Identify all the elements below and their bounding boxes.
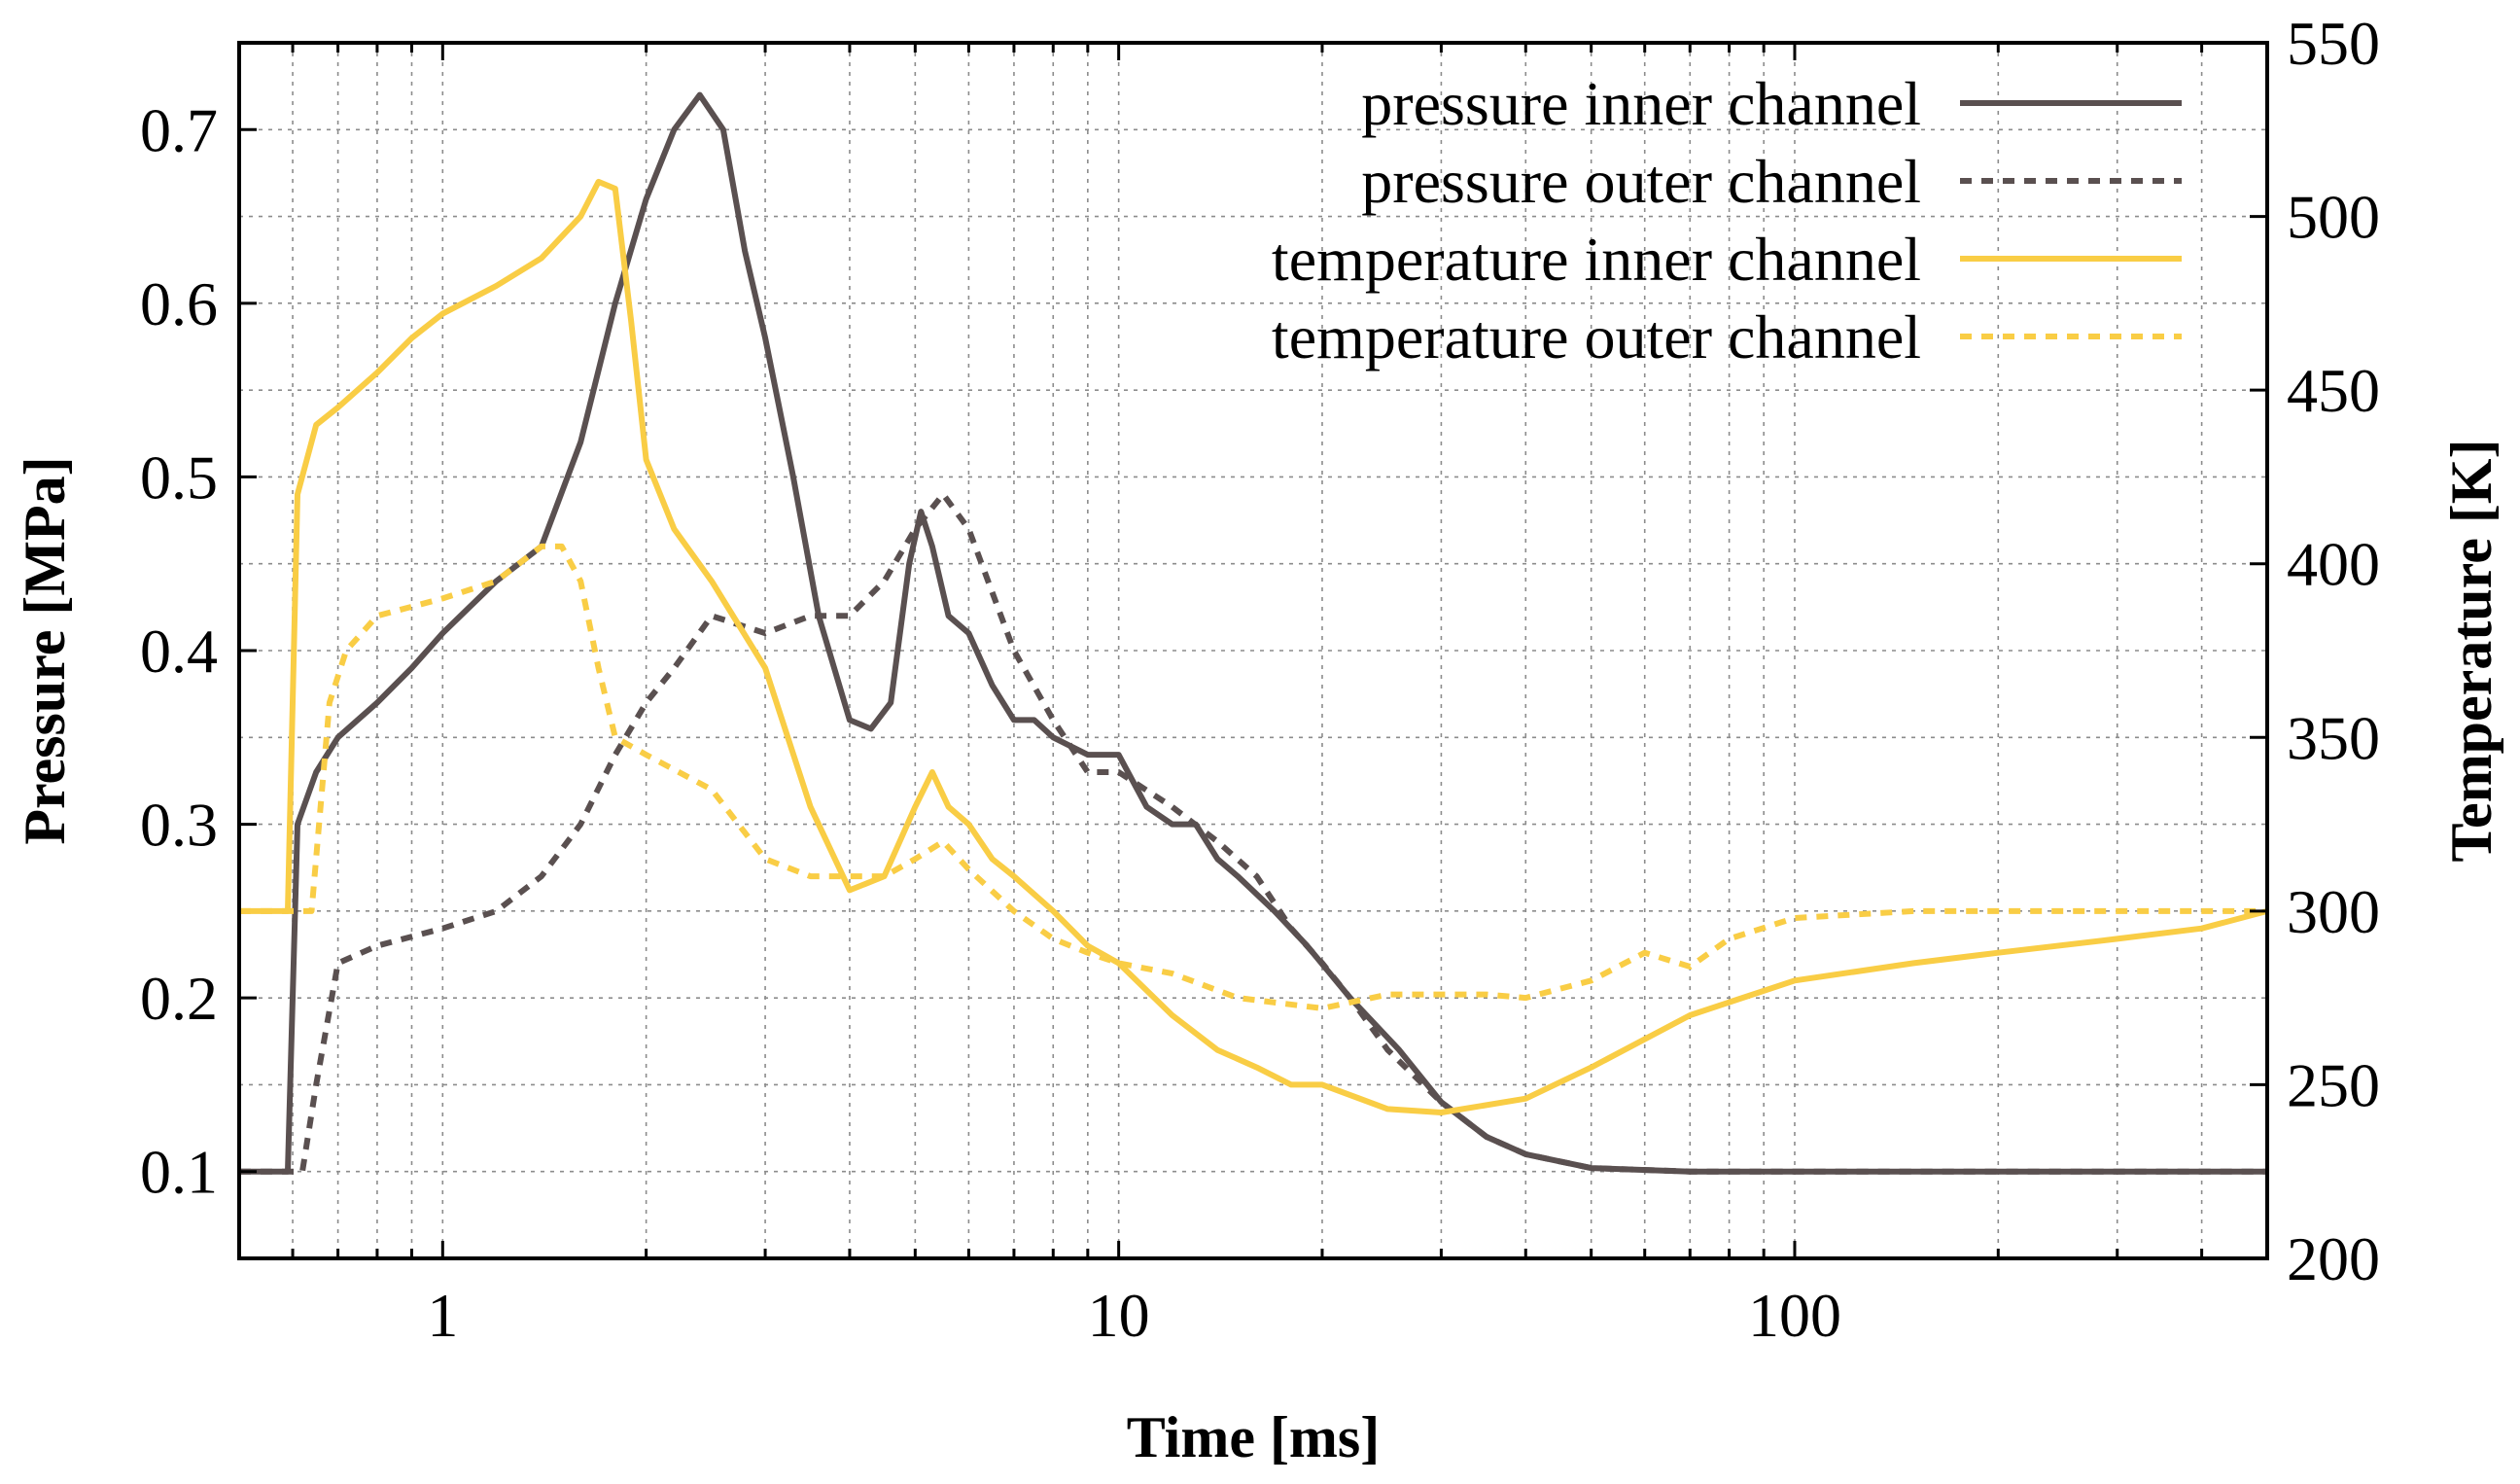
right-y-tick-label: 550 [2287, 9, 2380, 78]
x-axis-title: Time [ms] [1127, 1405, 1381, 1469]
left-y-tick-label: 0.4 [140, 617, 218, 686]
left-y-tick-label: 0.7 [140, 95, 218, 164]
legend-label-temperature-outer: temperature outer channel [1272, 302, 1921, 371]
legend-label-temperature-inner: temperature inner channel [1272, 225, 1921, 294]
series-temperature-outer-line [239, 543, 2267, 1011]
legend-label-pressure-outer: pressure outer channel [1361, 147, 1921, 216]
series-lines [239, 91, 2268, 1175]
right-y-tick-label: 350 [2287, 703, 2380, 772]
right-y-tick-label: 500 [2287, 183, 2380, 252]
axis-ticks [239, 41, 2267, 1260]
right-y-axis-title: Temperature [K] [2439, 440, 2503, 863]
x-tick-label: 100 [1748, 1281, 1841, 1350]
legend-label-pressure-inner: pressure inner channel [1361, 69, 1921, 138]
left-y-tick-label: 0.2 [140, 964, 218, 1033]
grid-lines [239, 43, 2267, 1258]
series-pressure-inner-line [239, 91, 2267, 1175]
right-y-tick-label: 450 [2287, 356, 2380, 425]
right-y-tick-label: 200 [2287, 1224, 2380, 1293]
left-y-tick-label: 0.5 [140, 442, 218, 512]
series-pressure-outer-line [239, 491, 2267, 1175]
left-y-tick-label: 0.3 [140, 791, 218, 860]
right-y-tick-label: 400 [2287, 530, 2380, 599]
left-y-tick-label: 0.1 [140, 1138, 218, 1207]
left-y-axis-title: Pressure [MPa] [13, 456, 77, 844]
series-temperature-inner-line [239, 178, 2268, 1115]
x-tick-label: 1 [427, 1281, 458, 1350]
tick-labels: 1 10 100 0.1 0.2 0.3 0.4 0.5 0.6 0.7 200 250 300 350 4… [140, 9, 2380, 1350]
x-tick-label: 10 [1088, 1281, 1150, 1350]
left-y-tick-label: 0.6 [140, 269, 218, 338]
right-y-tick-label: 300 [2287, 877, 2380, 946]
legend: pressure inner channel pressure outer ch… [1272, 69, 2182, 371]
right-y-tick-label: 250 [2287, 1050, 2380, 1119]
